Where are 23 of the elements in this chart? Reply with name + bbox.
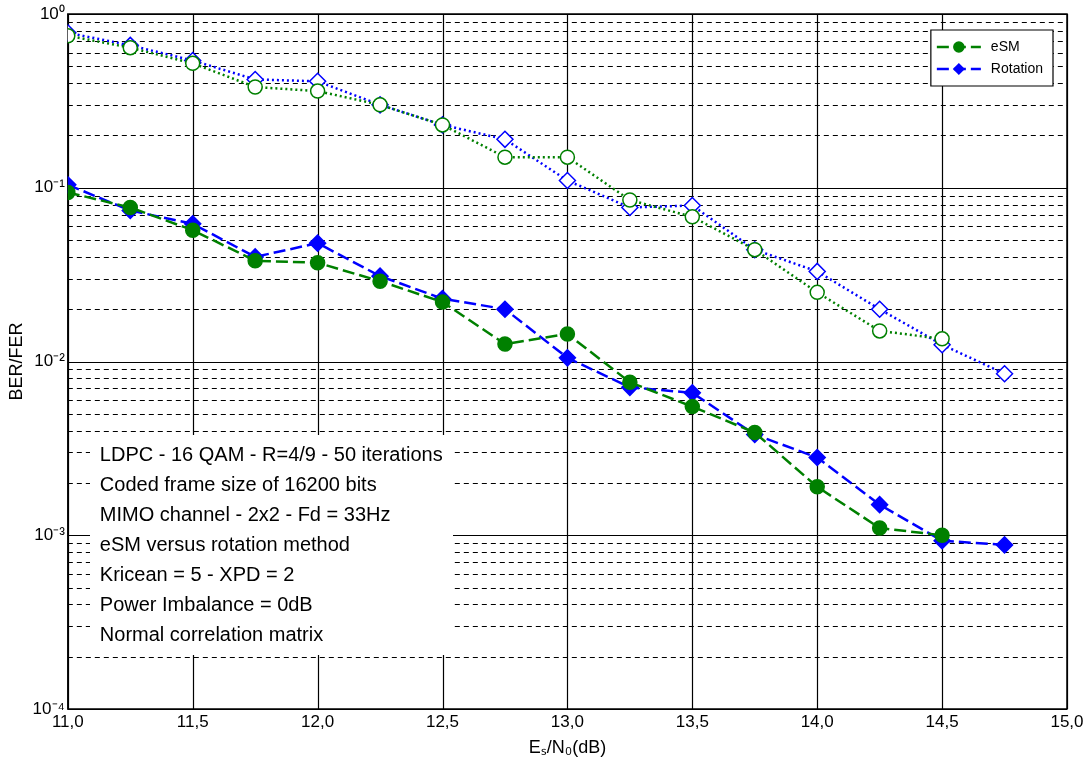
- y-tick-label: 10⁰: [39, 3, 65, 23]
- annotation: Normal correlation matrix: [99, 622, 325, 647]
- annotation: Kricean = 5 - XPD = 2: [99, 562, 296, 587]
- x-tick-label: 13,5: [675, 711, 709, 731]
- x-tick-label: 15,0: [1050, 711, 1084, 731]
- annotation: Coded frame size of 16200 bits: [99, 472, 378, 497]
- y-tick-label: 10⁻¹: [34, 177, 66, 197]
- y-axis-title: BER/FER: [5, 322, 26, 401]
- y-tick-label: 10⁻²: [34, 351, 66, 371]
- x-tick-label: 14,0: [800, 711, 834, 731]
- x-tick-label: 14,5: [925, 711, 959, 731]
- x-axis-title: Eₛ/N₀(dB): [528, 737, 607, 758]
- annotation: MIMO channel - 2x2 - Fd = 33Hz: [99, 502, 392, 527]
- x-tick-label: 11,5: [176, 711, 209, 731]
- y-tick-label: 10⁻³: [34, 524, 66, 544]
- legend-label: eSM: [990, 37, 1020, 54]
- annotation: LDPC - 16 QAM - R=4/9 - 50 iterations: [99, 442, 443, 467]
- annotation: eSM versus rotation method: [99, 532, 351, 557]
- annotation: Power Imbalance = 0dB: [99, 592, 314, 617]
- x-tick-label: 12,0: [301, 711, 335, 731]
- legend-label: Rotation: [990, 59, 1044, 76]
- x-tick-label: 12,5: [425, 711, 460, 731]
- x-tick-label: 13,0: [550, 711, 584, 731]
